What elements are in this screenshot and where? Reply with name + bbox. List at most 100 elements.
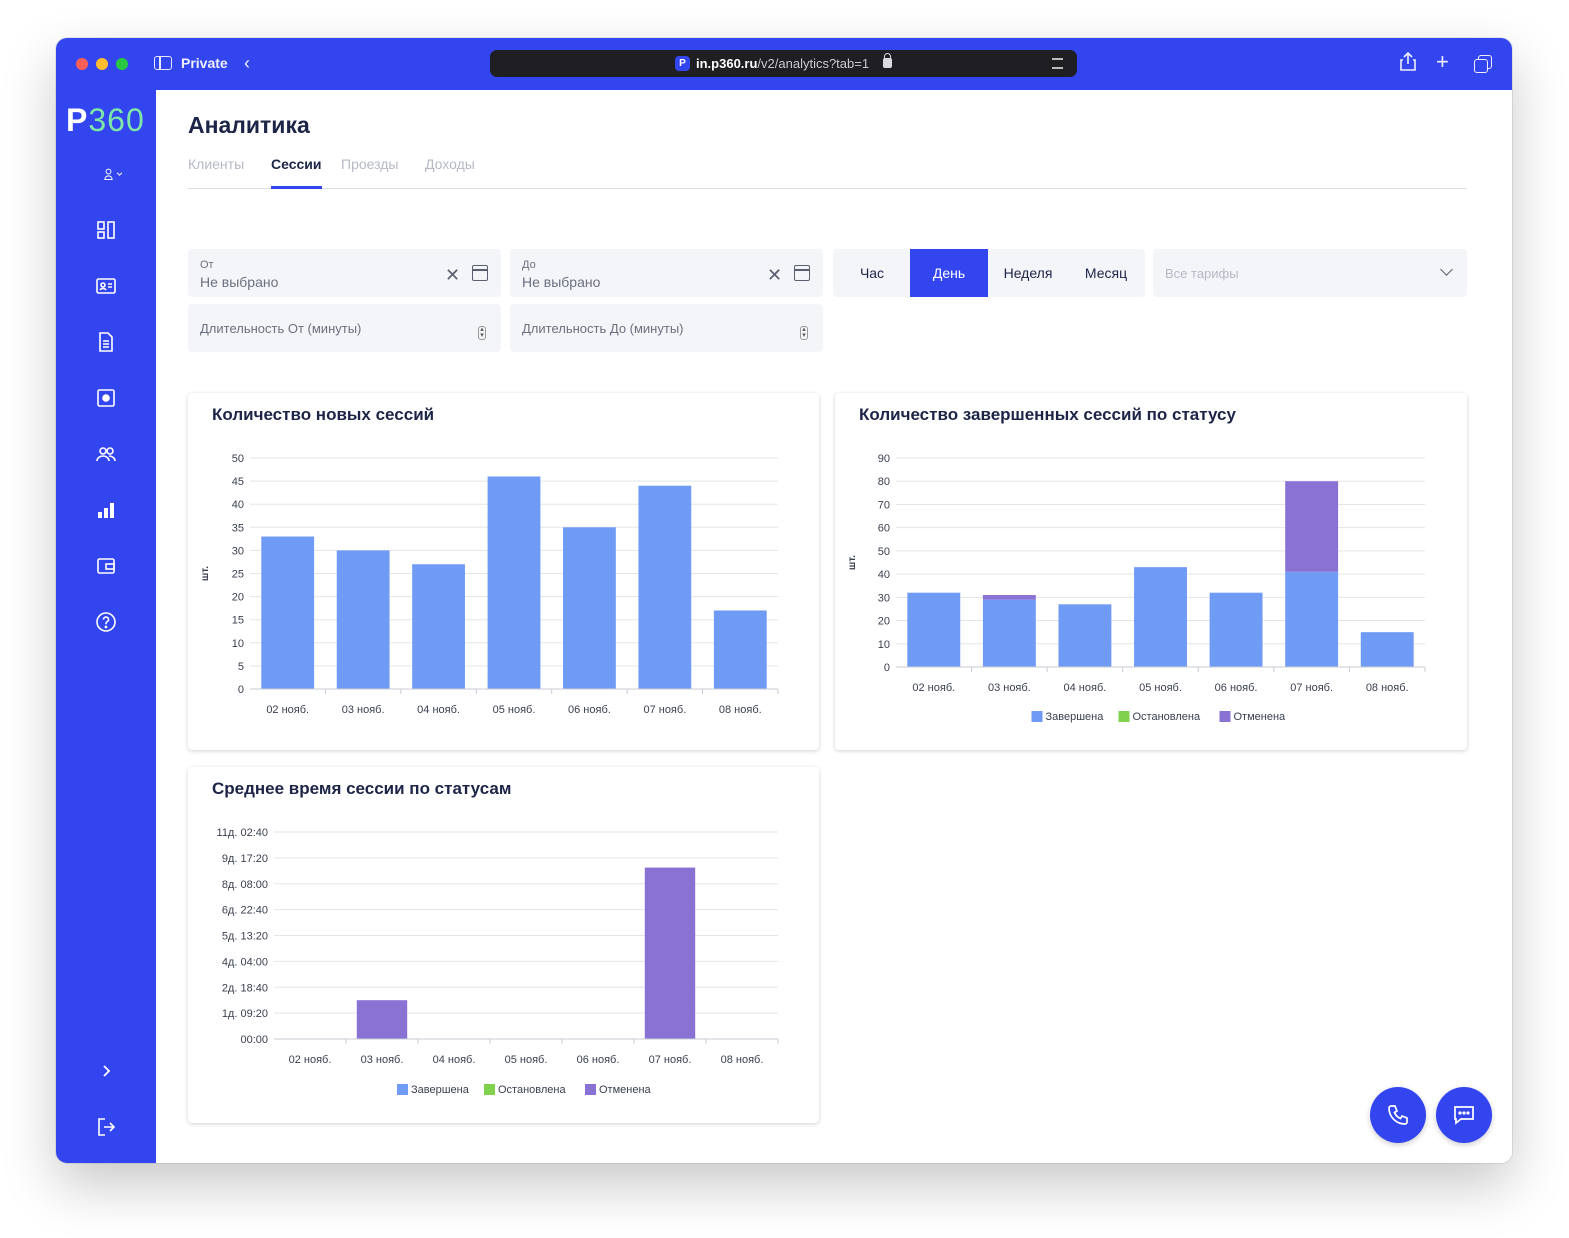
- browser-window: Private ‹ P in.p360.ru/v2/analytics?tab=…: [56, 38, 1512, 1163]
- chart-title: Количество завершенных сессий по статусу: [859, 405, 1236, 424]
- tariff-select[interactable]: Все тарифы: [1153, 249, 1467, 297]
- legend-swatch: [1118, 711, 1130, 722]
- document-icon[interactable]: [92, 328, 120, 356]
- legend-swatch: [484, 1084, 495, 1095]
- id-card-icon[interactable]: [92, 272, 120, 300]
- reader-icon[interactable]: [1052, 58, 1063, 69]
- users-icon[interactable]: [92, 440, 120, 468]
- duration-from-input[interactable]: Длительность От (минуты) ▴ ▾: [188, 304, 501, 352]
- period-hour-button[interactable]: Час: [859, 265, 885, 281]
- chart-card-avg-session-time: Среднее время сессии по статусам 00:00 1д…: [188, 767, 819, 1123]
- zoom-window-button[interactable]: [116, 58, 128, 70]
- back-icon[interactable]: ‹: [244, 53, 250, 73]
- period-week-button[interactable]: Неделя: [1003, 265, 1053, 281]
- new-sessions-chart: 0 5 10 15 20 25 30 35 40 45 50 02 нояб. 03 нояб. 04 н…: [200, 453, 779, 716]
- bar-segment: [982, 599, 1036, 667]
- period-day-button[interactable]: День: [910, 249, 988, 297]
- new-tab-icon[interactable]: +: [1436, 49, 1449, 74]
- tab-income[interactable]: Доходы: [425, 156, 475, 172]
- y-tick-label: 2д. 18:40: [222, 982, 268, 994]
- date-from-field[interactable]: От Не выбрано ✕: [188, 249, 501, 297]
- tab-overview-icon[interactable]: [1474, 55, 1492, 73]
- main-content: Аналитика Клиенты Сессии Проезды Доходы …: [156, 90, 1512, 1163]
- date-to-label: До: [522, 259, 536, 271]
- period-month-button[interactable]: Месяц: [1084, 265, 1128, 281]
- completed-by-status-chart: 0 10 20 30 40 50 60 70 80 90 02 нояб. 03 нояб. 04 но…: [847, 453, 1426, 723]
- period-switcher: Час День Неделя Месяц: [833, 249, 1145, 297]
- browser-titlebar: Private ‹ P in.p360.ru/v2/analytics?tab=…: [56, 38, 1512, 90]
- wallet-icon[interactable]: [92, 552, 120, 580]
- tab-rides[interactable]: Проезды: [341, 156, 399, 172]
- y-tick-label: 0: [884, 662, 890, 674]
- chat-icon: [1454, 1106, 1474, 1125]
- legend-label: Отменена: [1234, 711, 1287, 723]
- legend-swatch: [397, 1084, 408, 1095]
- x-tick-label: 05 нояб.: [1139, 682, 1182, 694]
- stepper-icon[interactable]: ▴ ▾: [478, 326, 486, 340]
- date-to-field[interactable]: До Не выбрано ✕: [510, 249, 823, 297]
- x-tick-label: 08 нояб.: [719, 704, 762, 716]
- p360-logo[interactable]: P360: [66, 102, 145, 139]
- location-user-icon[interactable]: [92, 160, 136, 188]
- duration-to-input[interactable]: Длительность До (минуты) ▴ ▾: [510, 304, 823, 352]
- y-tick-label: 1д. 09:20: [222, 1008, 268, 1020]
- clear-icon[interactable]: ✕: [767, 265, 783, 285]
- calendar-icon[interactable]: [472, 265, 488, 281]
- calendar-icon[interactable]: [794, 265, 810, 281]
- tab-clients[interactable]: Клиенты: [188, 156, 245, 172]
- x-tick-label: 03 нояб.: [342, 704, 385, 716]
- duration-to-placeholder: Длительность До (минуты): [522, 321, 684, 336]
- bar: [563, 527, 616, 689]
- x-tick-label: 04 нояб.: [433, 1054, 476, 1066]
- clear-icon[interactable]: ✕: [445, 265, 461, 285]
- site-favicon-icon: P: [675, 56, 690, 71]
- private-label: Private: [181, 55, 228, 71]
- expand-icon[interactable]: [92, 1057, 120, 1085]
- chat-button[interactable]: [1436, 1087, 1492, 1143]
- y-tick-label: 50: [232, 453, 244, 465]
- chevron-down-icon: [1440, 263, 1453, 276]
- date-from-label: От: [200, 259, 214, 271]
- bar: [638, 485, 692, 689]
- tab-sessions[interactable]: Сессии: [271, 156, 322, 189]
- x-tick-label: 07 нояб.: [643, 704, 686, 716]
- legend-label: Завершена: [411, 1084, 470, 1096]
- minimize-window-button[interactable]: [96, 58, 108, 70]
- close-window-button[interactable]: [76, 58, 88, 70]
- x-tick-label: 05 нояб.: [505, 1054, 548, 1066]
- x-tick-label: 08 нояб.: [721, 1054, 764, 1066]
- bar: [487, 476, 541, 689]
- y-tick-label: 30: [878, 592, 890, 604]
- url-path: /v2/analytics?tab=1: [757, 56, 870, 71]
- chart-card-completed-by-status: Количество завершенных сессий по статусу…: [835, 393, 1467, 750]
- sidebar-toggle-icon[interactable]: [154, 56, 172, 70]
- legend-swatch: [1031, 711, 1043, 722]
- y-axis-label: шт.: [200, 566, 211, 581]
- dashboard-icon[interactable]: [92, 216, 120, 244]
- logo-letter: P: [66, 102, 89, 138]
- bar-segment: [1285, 571, 1339, 667]
- page-title: Аналитика: [188, 112, 310, 138]
- x-tick-label: 05 нояб.: [493, 704, 536, 716]
- x-tick-label: 06 нояб.: [1215, 682, 1258, 694]
- share-icon[interactable]: [1400, 51, 1416, 77]
- x-tick-label: 04 нояб.: [417, 704, 460, 716]
- y-tick-label: 20: [878, 616, 890, 628]
- x-tick-label: 03 нояб.: [361, 1054, 404, 1066]
- stepper-icon[interactable]: ▴ ▾: [800, 326, 808, 340]
- x-tick-label: 04 нояб.: [1064, 682, 1107, 694]
- call-button[interactable]: [1370, 1087, 1426, 1143]
- settings-box-icon[interactable]: [92, 384, 120, 412]
- y-tick-label: 9д. 17:20: [222, 853, 268, 865]
- logout-icon[interactable]: [92, 1113, 120, 1141]
- bar-segment: [982, 595, 1036, 600]
- url-text: in.p360.ru/v2/analytics?tab=1: [696, 56, 869, 71]
- x-tick-label: 06 нояб.: [568, 704, 611, 716]
- address-bar[interactable]: P in.p360.ru/v2/analytics?tab=1: [490, 50, 1077, 77]
- logo-digits: 360: [88, 102, 145, 138]
- lock-icon: [883, 53, 892, 68]
- analytics-icon[interactable]: [92, 496, 120, 524]
- bar-segment: [1285, 481, 1339, 572]
- y-tick-label: 30: [232, 545, 244, 557]
- help-icon[interactable]: [92, 608, 120, 636]
